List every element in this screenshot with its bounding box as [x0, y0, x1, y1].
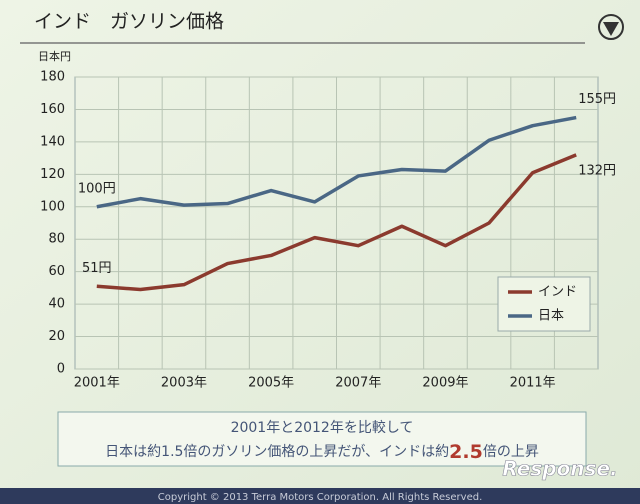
summary-line1: 2001年と2012年を比較して: [231, 420, 414, 436]
legend-label: インド: [538, 285, 577, 300]
logo-ring: [598, 14, 624, 40]
y-tick-label: 20: [48, 329, 65, 344]
y-tick-label: 140: [40, 134, 65, 149]
y-tick-label: 0: [57, 362, 65, 377]
y-tick-label: 180: [40, 70, 65, 85]
x-tick-label: 2007年: [335, 376, 381, 391]
y-tick-label: 100: [40, 199, 65, 214]
y-tick-label: 60: [48, 264, 65, 279]
footer-band: [0, 488, 640, 504]
legend-box: [497, 276, 591, 332]
logo-mark: [603, 22, 619, 36]
y-tick-label: 160: [40, 102, 65, 117]
footer: Copyright © 2013 Terra Motors Corporatio…: [158, 492, 483, 503]
data-label: 132円: [578, 163, 616, 178]
summary-highlight: 2.5: [449, 441, 483, 463]
y-tick-label: 40: [48, 297, 65, 312]
data-label: 51円: [82, 261, 112, 276]
x-tick-label: 2001年: [74, 376, 120, 391]
x-tick-label: 2003年: [161, 376, 207, 391]
y-tick-label: 120: [40, 167, 65, 182]
y-tick-label: 80: [48, 232, 65, 247]
plot: 0 20 40 60 80 100 120 140 160 180 2001年 2003年 2005年 2…: [40, 70, 616, 391]
summary-line2: 日本は約1.5倍のガソリン価格の上昇だが、インドは約2.5倍の上昇: [105, 441, 539, 463]
x-tick-label: 2011年: [510, 376, 556, 391]
chart-title: インド ガソリン価格: [34, 11, 224, 33]
summary-box: [57, 411, 587, 467]
series-line: [96, 115, 577, 209]
data-label: 100円: [78, 181, 116, 196]
data-label: 155円: [578, 92, 616, 107]
summary-part: 倍の上昇: [483, 444, 539, 460]
x-tick-label: 2005年: [248, 376, 294, 391]
summary-part: 日本は約1.5倍のガソリン価格の上昇だが、インドは約: [105, 444, 449, 460]
logo: [598, 14, 624, 40]
series-line: [96, 153, 577, 292]
watermark: Response.: [502, 457, 617, 481]
y-axis-unit: 日本円: [38, 49, 71, 63]
legend-label: 日本: [538, 309, 564, 324]
x-tick-label: 2009年: [422, 376, 468, 391]
